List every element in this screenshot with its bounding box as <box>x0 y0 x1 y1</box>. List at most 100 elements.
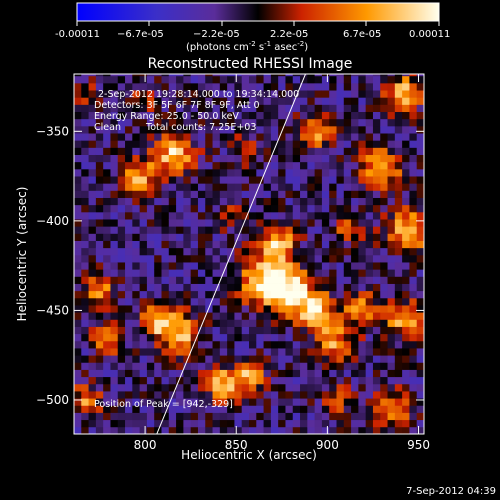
heatmap-cell <box>132 355 141 363</box>
heatmap-cell <box>74 426 82 434</box>
heatmap-cell <box>190 226 199 234</box>
heatmap-cell <box>351 426 359 434</box>
heatmap-cell <box>394 312 403 320</box>
heatmap-cell <box>168 125 177 134</box>
heatmap-cell <box>307 190 316 198</box>
heatmap-cell <box>329 97 337 105</box>
heatmap-cell <box>205 190 213 198</box>
heatmap-cell <box>183 118 192 127</box>
heatmap-cell <box>300 226 308 234</box>
heatmap-cell <box>183 97 192 105</box>
heatmap-cell <box>278 312 286 320</box>
heatmap-cell <box>329 376 337 385</box>
heatmap-cell <box>380 376 388 385</box>
heatmap-cell <box>81 369 89 378</box>
heatmap-cell <box>154 269 162 277</box>
heatmap-cell <box>278 204 286 213</box>
heatmap-cell <box>321 297 330 306</box>
heatmap-cell <box>329 312 337 320</box>
heatmap-cell <box>132 190 141 198</box>
heatmap-cell <box>74 176 82 184</box>
heatmap-cell <box>307 262 316 270</box>
heatmap-cell <box>81 90 89 98</box>
heatmap-cell <box>95 305 104 313</box>
heatmap-cell <box>110 412 119 421</box>
heatmap-cell <box>416 204 424 213</box>
heatmap-cell <box>125 340 133 349</box>
heatmap-cell <box>103 333 111 342</box>
heatmap-cell <box>234 426 243 434</box>
heatmap-cell <box>168 419 177 428</box>
heatmap-cell <box>416 405 424 413</box>
heatmap-cell <box>285 290 294 299</box>
heatmap-cell <box>365 111 374 120</box>
heatmap-cell <box>154 340 162 349</box>
heatmap-cell <box>387 398 396 406</box>
heatmap-cell <box>161 262 170 270</box>
heatmap-cell <box>241 290 250 299</box>
heatmap-cell <box>234 398 243 406</box>
heatmap-cell <box>358 125 367 134</box>
heatmap-cell <box>358 412 367 421</box>
colorbar-tick-label: -0.00011 <box>55 29 100 40</box>
heatmap-cell <box>95 376 104 385</box>
heatmap-cell <box>205 133 213 141</box>
heatmap-cell <box>227 362 235 370</box>
heatmap-cell <box>300 74 308 77</box>
heatmap-cell <box>197 355 206 363</box>
heatmap-cell <box>263 305 272 313</box>
heatmap-cell <box>285 312 294 320</box>
heatmap-cell <box>161 419 170 428</box>
heatmap-cell <box>110 305 119 313</box>
heatmap-cell <box>314 405 323 413</box>
heatmap-cell <box>351 297 359 306</box>
heatmap-cell <box>409 204 418 213</box>
heatmap-cell <box>74 161 82 170</box>
heatmap-cell <box>387 104 396 113</box>
heatmap-cell <box>380 355 388 363</box>
heatmap-cell <box>336 312 345 320</box>
heatmap-cell <box>197 75 206 84</box>
heatmap-cell <box>227 340 235 349</box>
heatmap-cell <box>132 125 141 134</box>
heatmap-cell <box>234 104 243 113</box>
heatmap-cell <box>365 269 374 277</box>
heatmap-cell <box>416 133 424 141</box>
heatmap-cell <box>227 348 235 356</box>
heatmap-cell <box>212 254 221 263</box>
heatmap-cell <box>234 283 243 292</box>
heatmap-cell <box>300 419 308 428</box>
heatmap-cell <box>402 74 410 77</box>
heatmap-cell <box>183 283 192 292</box>
heatmap-cell <box>154 197 162 206</box>
heatmap-cell <box>234 190 243 198</box>
heatmap-cell <box>74 190 82 198</box>
heatmap-cell <box>241 219 250 227</box>
heatmap-cell <box>270 197 279 206</box>
heatmap-cell <box>249 190 257 198</box>
heatmap-cell <box>168 204 177 213</box>
heatmap-cell <box>146 140 155 148</box>
heatmap-cell <box>336 376 345 385</box>
heatmap-cell <box>307 391 316 399</box>
heatmap-cell <box>95 262 104 270</box>
heatmap-cell <box>285 154 294 163</box>
heatmap-cell <box>314 276 323 284</box>
heatmap-cell <box>132 74 141 77</box>
heatmap-cell <box>314 362 323 370</box>
heatmap-cell <box>139 74 148 77</box>
heatmap-cell <box>394 183 403 191</box>
heatmap-cell <box>146 283 155 292</box>
heatmap-cell <box>387 312 396 320</box>
heatmap-cell <box>351 405 359 413</box>
x-axis-label: Heliocentric X (arcsec) <box>181 448 317 462</box>
heatmap-cell <box>117 161 126 170</box>
heatmap-cell <box>154 118 162 127</box>
heatmap-cell <box>176 125 184 134</box>
heatmap-cell <box>416 111 424 120</box>
heatmap-cell <box>197 254 206 263</box>
heatmap-cell <box>117 312 126 320</box>
heatmap-cell <box>387 74 396 77</box>
heatmap-cell <box>139 226 148 234</box>
heatmap-cell <box>125 283 133 292</box>
